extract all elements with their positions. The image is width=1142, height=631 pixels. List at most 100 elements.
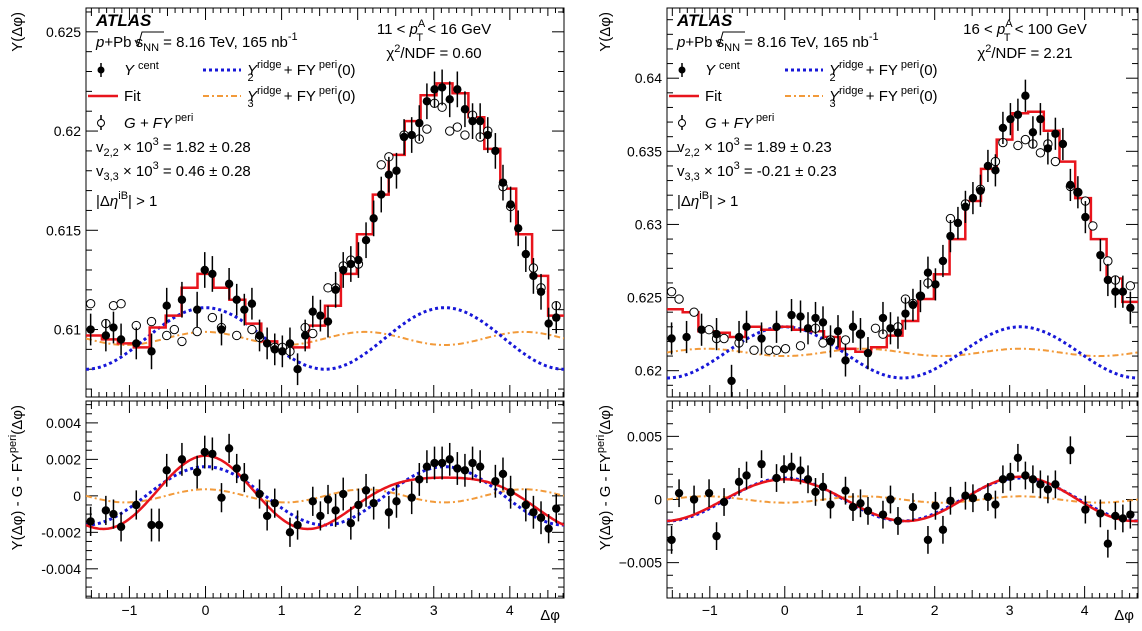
gfy-point [445,126,455,136]
ycent-point [192,305,202,314]
x-tick-label: 4 [506,602,514,618]
residual-point [742,471,751,480]
ycent-point [346,259,356,269]
ycent-point [430,85,439,94]
pt-range-post: < 16 GeV [423,21,491,38]
gfy-point [870,323,881,333]
y3-ridge-residual-curve [667,495,1138,504]
y-axis-label-top: Y(Δφ) [597,12,614,52]
gfy-point [247,324,257,335]
gfy-point [192,326,202,337]
ycent-point [727,376,736,386]
pt-symbol: p [409,21,418,38]
ycent-point [278,347,287,356]
ycent-point [498,178,508,187]
legend-y3-label: Yridge 3 + FY peri(0) [247,85,356,110]
residual-point [1006,472,1015,481]
ycent-point [1028,128,1038,137]
residual-point [339,489,348,499]
residual-point [757,459,766,469]
legend-fit-label: Fit [124,88,141,105]
residual-point [1043,485,1053,494]
legend-ycent-Y: Y [705,62,716,79]
residual-point [719,497,729,507]
v22-label: v2,2 × 103 = 1.82 ± 0.28 [96,136,251,159]
residual-point [544,524,553,533]
residual-point [536,513,546,522]
legend-y3-sub: 3 [247,98,253,110]
x-tick-label: 2 [931,602,939,618]
gfy-point [795,341,806,351]
v22-v: v [677,139,685,156]
energy-collision: +Pb [104,34,131,51]
ycent-point [734,332,744,342]
ycent-point [300,331,310,340]
ycent-point [491,146,500,156]
v33-value: = -0.21 ± 0.23 [740,163,837,180]
ycent-point [208,269,217,279]
v33-times: × 10 [700,163,734,180]
legend-y3-tail-sup: peri [319,85,337,97]
gfy-point [116,299,126,309]
residual-point [667,535,676,545]
chi2-label: χ2/NDF = 0.60 [386,43,481,62]
ycent-point [369,214,378,223]
residual-point [908,502,918,512]
energy-label: p+Pb sNN = 8.16 TeV, 165 nb-1 [95,31,298,54]
residual-point [147,520,156,530]
ycent-point [1051,129,1060,138]
y-tick-label: 0 [654,492,662,508]
ycent-point [946,231,955,241]
fit-residual-curve [667,475,1138,523]
residual-point [734,477,744,487]
chi-symbol: χ [977,45,985,62]
gfy-point [1013,140,1023,151]
residual-point [217,493,226,502]
ycent-point [1006,114,1015,124]
eta-sup: iB [699,190,709,202]
ycent-point [399,132,409,142]
ycent-point [101,331,111,340]
residual-point [491,477,500,486]
legend-y3-sup: ridge [257,85,281,97]
gfy-point [460,130,470,140]
y3-ridge-residual-curve [86,488,564,504]
residual-point [1051,480,1060,489]
ycent-point [544,319,553,328]
ycent-point [109,323,118,332]
top-frame [85,7,565,398]
y-tick-label: -0.002 [41,524,81,540]
residual-point [154,520,164,530]
eta-cut-pre: |Δ [96,193,110,210]
energy-sub: NN [724,42,740,54]
residual-point [818,482,828,492]
legend-ycent-marker [97,66,105,74]
ycent-point [392,166,401,175]
v22-times: × 10 [700,139,734,156]
ycent-point [1126,303,1135,312]
legend-gfy-label: G + FY peri [124,112,193,132]
y-axis-label-top: Y(Δφ) [9,12,26,52]
gfy-point [1050,156,1061,167]
v22-sub: 2,2 [685,147,700,159]
residual-point [1126,510,1135,519]
legend-y3-Y: Y [829,88,840,105]
legend-y2-tail: + FY [280,62,316,79]
ycent-point [162,301,171,310]
y-axis-label-bottom: Y(Δφ) - G - FYperi(Δφ) [7,405,26,550]
top-plot-area [667,79,1138,397]
legend-gfy-sup: peri [756,112,774,124]
ycent-point [514,224,523,233]
pt-sup: A [418,18,426,30]
ycent-point [803,324,813,333]
legend-y3-tail-end: (0) [337,88,355,105]
v33-sub: 3,3 [104,171,119,183]
ycent-point [177,295,187,304]
residual-point [1028,475,1038,484]
residual-point [453,464,462,473]
ycent-point [339,265,348,275]
residual-point [796,466,805,475]
legend-y2-tail-sup: peri [319,59,337,71]
